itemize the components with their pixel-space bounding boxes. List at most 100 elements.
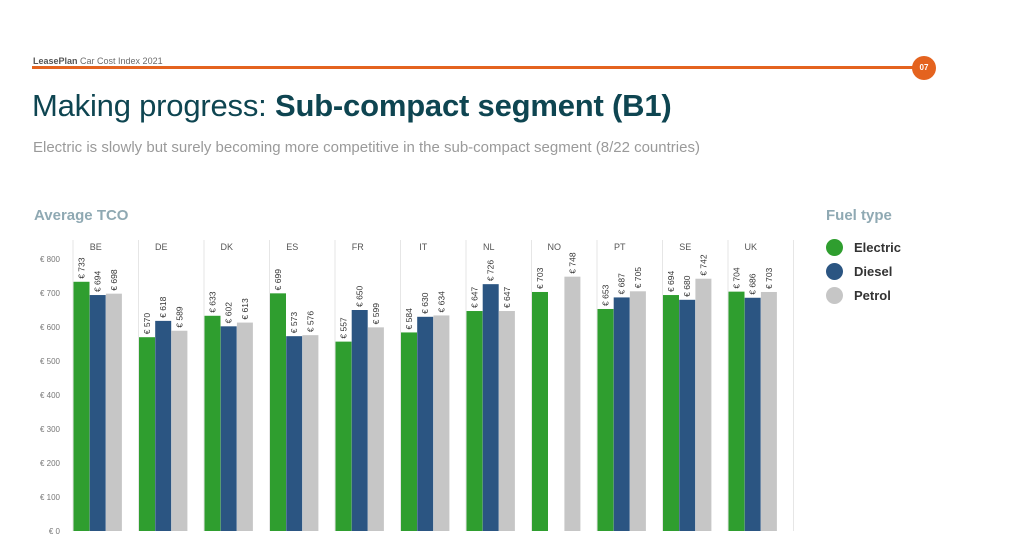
data-label: € 653 — [601, 284, 611, 306]
data-label: € 634 — [436, 291, 446, 313]
bar-diesel — [220, 326, 237, 531]
bar-electric — [270, 293, 286, 531]
bar-petrol — [105, 293, 122, 531]
data-label: € 647 — [502, 286, 512, 308]
y-tick-label: € 300 — [40, 425, 61, 434]
data-label: € 680 — [682, 275, 692, 297]
bar-diesel — [744, 297, 761, 531]
data-label: € 584 — [404, 308, 414, 330]
bar-diesel — [286, 336, 303, 531]
category-label: NL — [483, 242, 495, 252]
y-tick-label: € 700 — [40, 289, 61, 298]
bar-electric — [139, 337, 155, 531]
data-label: € 589 — [174, 306, 184, 328]
data-label: € 703 — [764, 267, 774, 289]
header-divider — [32, 66, 920, 69]
data-label: € 576 — [305, 311, 315, 333]
legend-item-diesel: Diesel — [826, 261, 892, 281]
category-label: ES — [286, 242, 298, 252]
bar-petrol — [760, 291, 777, 531]
bar-electric — [597, 308, 614, 531]
page-title-bold: Sub-compact segment (B1) — [274, 88, 672, 123]
y-tick-label: € 800 — [40, 255, 61, 264]
data-label: € 650 — [355, 285, 365, 307]
legend-label-petrol: Petrol — [854, 287, 891, 303]
category-label: PT — [614, 242, 626, 252]
data-label: € 613 — [240, 298, 250, 320]
bar-electric — [335, 341, 352, 531]
category-label: BE — [90, 242, 102, 252]
brand-label: LeasePlan Car Cost Index 2021 — [33, 56, 163, 66]
data-label: € 694 — [666, 270, 676, 292]
data-label: € 698 — [109, 269, 119, 291]
bar-petrol — [302, 335, 319, 531]
data-label: € 630 — [420, 292, 430, 314]
bar-diesel — [482, 284, 499, 531]
data-label: € 705 — [633, 267, 643, 289]
legend-item-electric: Electric — [826, 237, 901, 257]
bar-petrol — [236, 322, 253, 531]
bar-electric — [204, 315, 221, 531]
y-tick-label: € 600 — [40, 323, 61, 332]
y-tick-label: € 500 — [40, 357, 61, 366]
bar-electric — [663, 295, 679, 531]
data-label: € 602 — [224, 302, 234, 324]
category-label: DE — [155, 242, 168, 252]
data-label: € 733 — [77, 257, 87, 279]
category-label: FR — [352, 242, 364, 252]
category-label: UK — [744, 242, 757, 252]
category-label: SE — [679, 242, 691, 252]
bar-diesel — [89, 295, 106, 531]
bar-petrol — [564, 276, 581, 531]
data-label: € 618 — [158, 296, 168, 318]
category-label: DK — [220, 242, 233, 252]
bar-diesel — [679, 299, 696, 531]
bar-electric — [73, 281, 90, 531]
data-label: € 686 — [748, 273, 758, 295]
legend-item-petrol: Petrol — [826, 285, 891, 305]
category-label: IT — [419, 242, 428, 252]
data-label: € 699 — [273, 269, 283, 291]
page-subtitle: Electric is slowly but surely becoming m… — [33, 139, 700, 156]
data-label: € 742 — [698, 254, 708, 276]
data-label: € 687 — [617, 273, 627, 295]
bar-petrol — [367, 327, 384, 531]
page-title: Making progress: Sub-compact segment (B1… — [32, 88, 672, 124]
legend-title: Fuel type — [826, 207, 892, 224]
legend-swatch-petrol — [826, 286, 843, 304]
bar-petrol — [498, 311, 515, 531]
data-label: € 557 — [339, 317, 349, 339]
data-label: € 694 — [93, 270, 103, 292]
data-label: € 599 — [371, 303, 381, 325]
bar-diesel — [155, 320, 172, 531]
page-title-regular: Making progress: — [32, 88, 275, 123]
data-label: € 647 — [470, 286, 480, 308]
bar-electric — [401, 332, 417, 531]
data-label: € 748 — [567, 252, 577, 274]
bar-diesel — [351, 310, 368, 531]
bar-electric — [532, 291, 548, 531]
bar-electric — [728, 291, 745, 531]
bar-diesel — [613, 297, 630, 531]
category-label: NO — [548, 242, 562, 252]
y-tick-label: € 400 — [40, 391, 61, 400]
data-label: € 633 — [208, 291, 218, 313]
legend-label-diesel: Diesel — [854, 263, 893, 279]
chart-title: Average TCO — [34, 207, 129, 224]
y-tick-label: € 100 — [40, 493, 61, 502]
data-label: € 573 — [289, 312, 299, 334]
bar-electric — [466, 311, 483, 531]
bar-petrol — [629, 291, 646, 531]
y-tick-label: € 200 — [40, 459, 61, 468]
legend-label-electric: Electric — [854, 239, 901, 255]
page-number-badge: 07 — [912, 56, 936, 80]
data-label: € 570 — [142, 313, 152, 335]
bar-petrol — [695, 278, 712, 531]
y-tick-label: € 0 — [49, 527, 61, 536]
legend-swatch-electric — [826, 238, 843, 256]
bar-petrol — [171, 330, 188, 531]
bar-petrol — [433, 315, 450, 531]
legend-swatch-diesel — [826, 262, 843, 280]
bar-diesel — [417, 316, 434, 531]
